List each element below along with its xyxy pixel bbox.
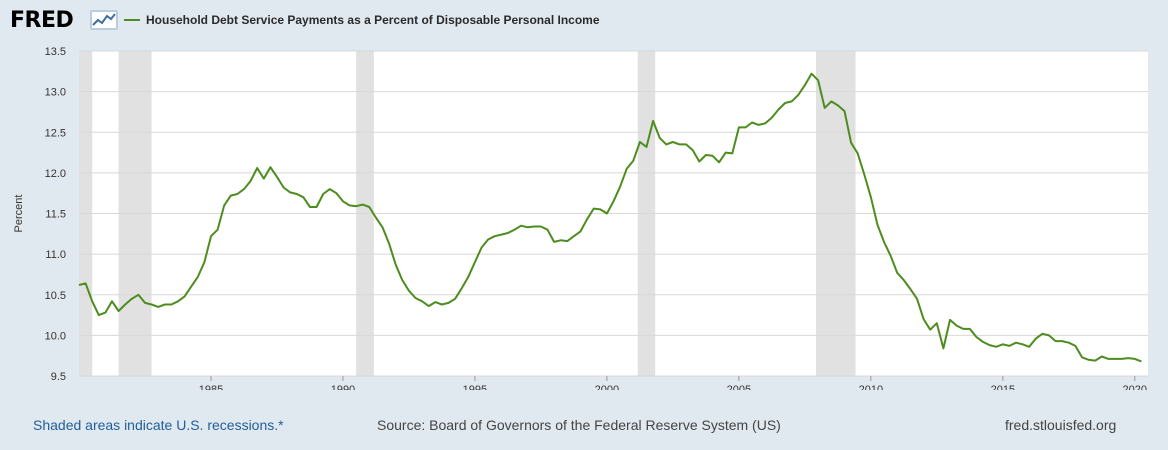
fred-chart-icon (90, 10, 118, 30)
chart-header: FRED Household Debt Service Payments as … (10, 6, 1150, 34)
y-tick-label: 12.0 (45, 168, 66, 180)
y-tick-label: 10.5 (45, 290, 66, 302)
y-tick-label: 11.0 (45, 249, 66, 261)
legend: Household Debt Service Payments as a Per… (124, 13, 600, 27)
y-tick-label: 12.5 (45, 127, 66, 139)
y-axis-label: Percent (13, 195, 25, 233)
fred-logo[interactable]: FRED (10, 8, 74, 33)
y-tick-label: 11.5 (45, 209, 66, 221)
y-tick-label: 13.0 (45, 87, 66, 99)
x-tick-label: 2010 (859, 384, 883, 390)
recessions-note[interactable]: Shaded areas indicate U.S. recessions.* (33, 417, 284, 433)
legend-swatch (124, 19, 140, 21)
y-tick-label: 10.0 (45, 330, 66, 342)
x-tick-label: 1990 (331, 384, 355, 390)
legend-label[interactable]: Household Debt Service Payments as a Per… (146, 13, 600, 27)
x-tick-label: 2000 (595, 384, 619, 390)
line-chart[interactable]: 9.5 10.0 10.5 11.0 11.5 12.0 12.5 13.0 13.5 1985 1… (0, 40, 1168, 390)
source-note: Source: Board of Governors of the Federa… (377, 417, 781, 433)
x-tick-label: 2015 (991, 384, 1015, 390)
x-tick-label: 1985 (199, 384, 223, 390)
y-tick-label: 13.5 (45, 46, 66, 58)
y-tick-label: 9.5 (51, 371, 66, 383)
site-url[interactable]: fred.stlouisfed.org (1005, 417, 1117, 433)
x-tick-label: 1995 (463, 384, 487, 390)
x-tick-label: 2005 (727, 384, 751, 390)
x-tick-label: 2020 (1123, 384, 1147, 390)
series-line (78, 72, 1142, 363)
